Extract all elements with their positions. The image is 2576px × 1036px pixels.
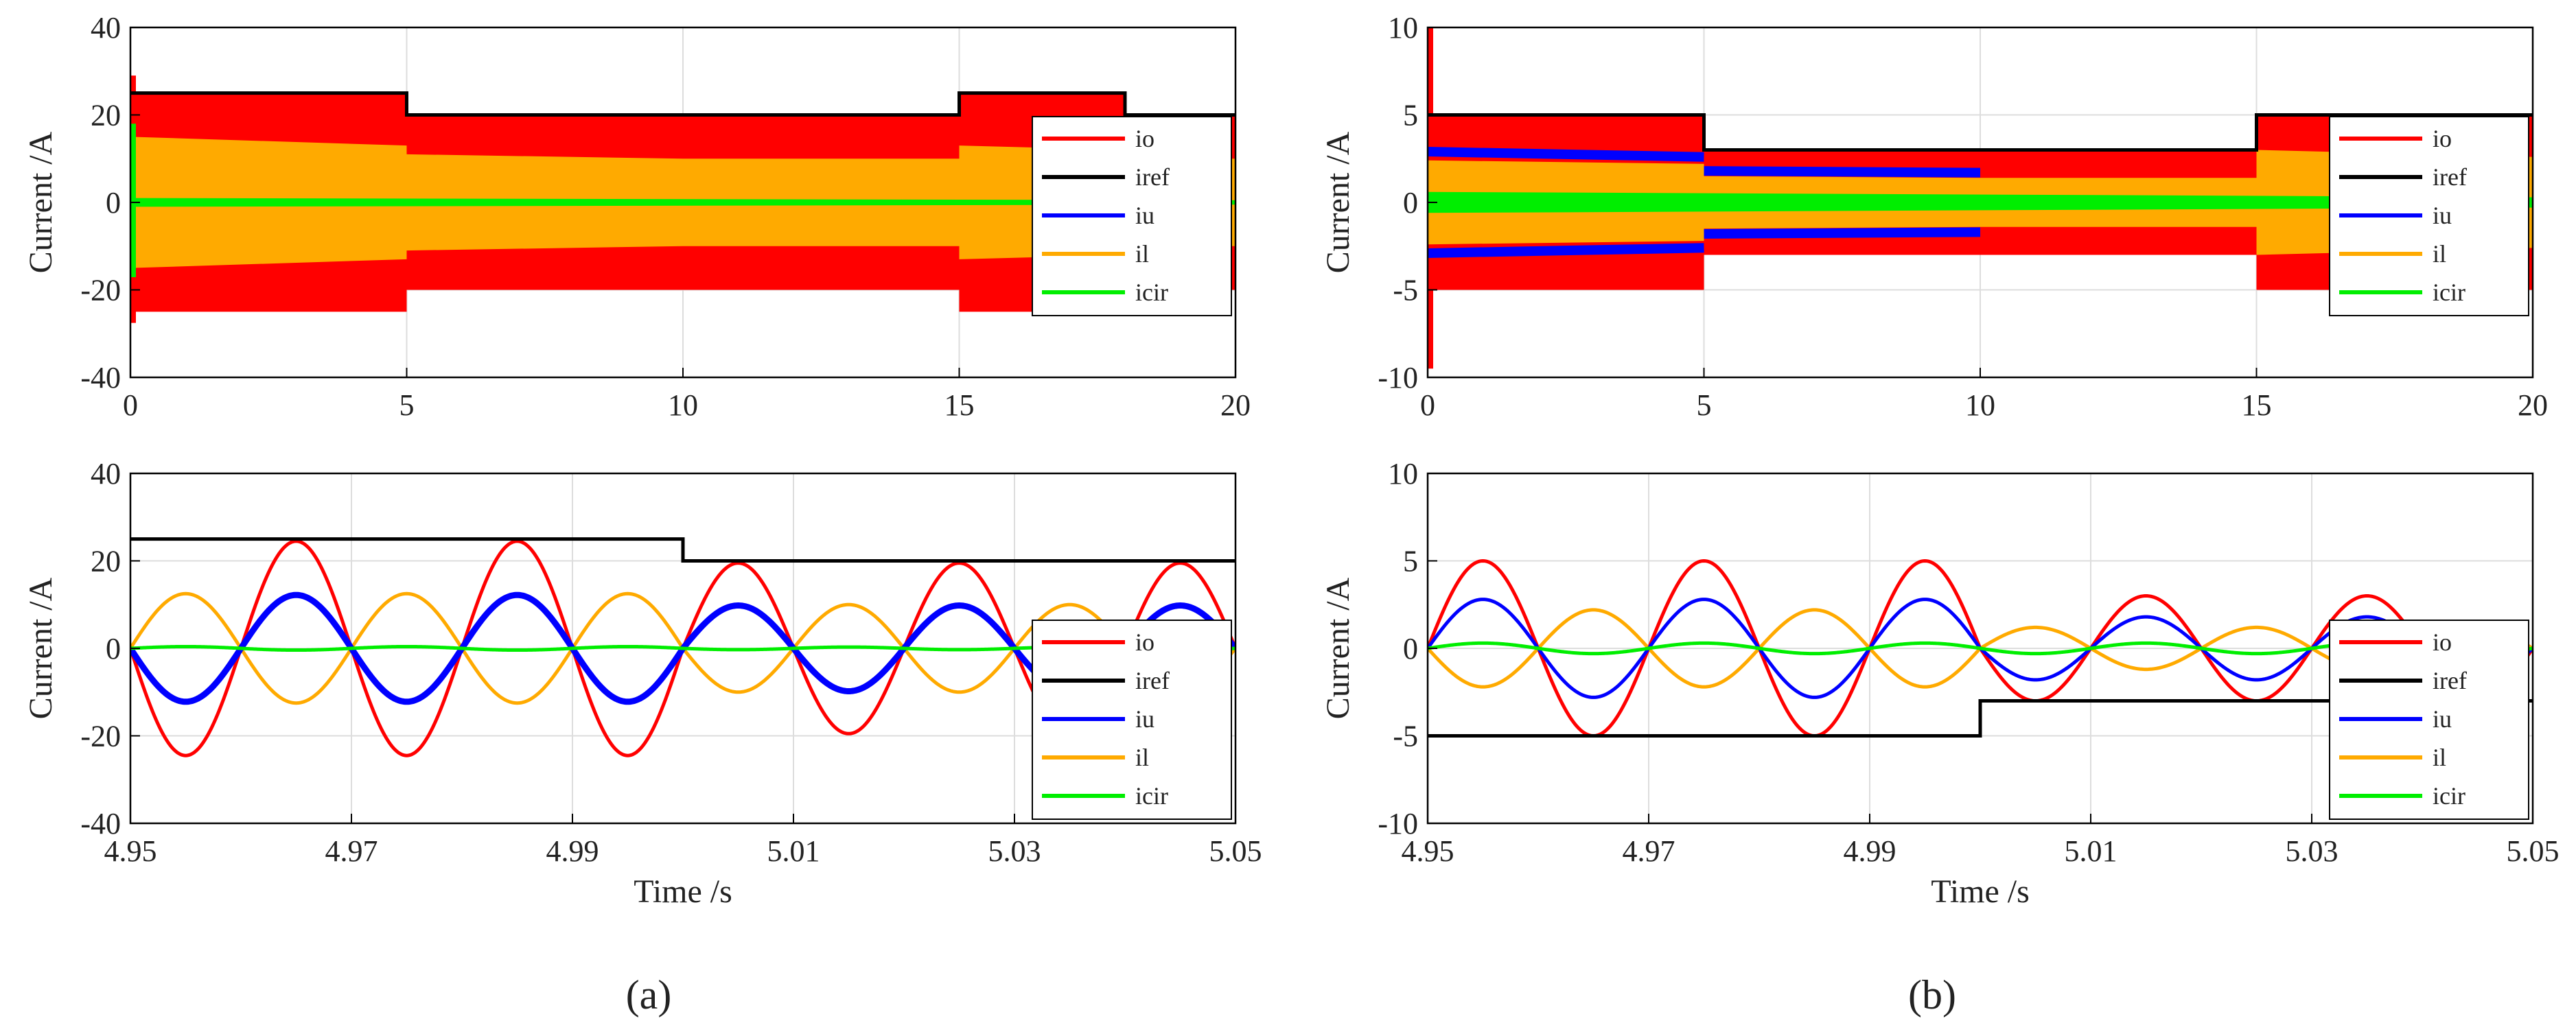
a-bottom-xtick-label: 4.97	[325, 834, 378, 868]
b-top-legend-label-icir: icir	[2433, 279, 2465, 306]
a-bottom-xtick-label: 4.99	[546, 834, 599, 868]
a-top-legend-label-iref: iref	[1135, 163, 1170, 191]
a-top-xtick-label: 5	[399, 388, 415, 422]
a-bottom-legend-label-iu: iu	[1135, 705, 1154, 733]
panel-b-bottom-chart: 4.95 4.97 4.99 5.01 5.03 5.05 -10 -5 0 5 10 Current…	[1320, 457, 2560, 910]
b-bottom-legend-label-il: il	[2433, 744, 2446, 771]
b-top-xtick-label: 20	[2518, 388, 2548, 422]
b-top-legend-label-iu: iu	[2433, 202, 2452, 229]
a-bottom-ylabel: Current /A	[23, 577, 59, 719]
a-top-legend: io iref iu il icir	[1032, 116, 1232, 316]
a-bottom-ytick-label: 0	[106, 632, 121, 666]
b-bottom-series-iref	[1428, 699, 2533, 738]
b-bottom-legend-label-icir: icir	[2433, 782, 2465, 810]
b-top-series-iu-edge-1-lower	[1704, 227, 1981, 239]
b-bottom-ylabel: Current /A	[1320, 577, 1356, 719]
a-bottom-legend-label-il: il	[1135, 744, 1149, 771]
a-bottom-legend-label-icir: icir	[1135, 782, 1168, 810]
caption-a: (a)	[626, 972, 672, 1017]
a-top-xtick-label: 20	[1220, 388, 1251, 422]
a-bottom-ytick-label: 40	[91, 457, 121, 491]
a-top-series-iref	[130, 91, 1235, 117]
b-top-ytick-label: 10	[1388, 11, 1418, 45]
a-top-xtick-label: 10	[668, 388, 698, 422]
a-bottom-ytick-label: -40	[80, 807, 121, 840]
b-bottom-legend-label-iu: iu	[2433, 705, 2452, 733]
a-top-legend-label-io: io	[1135, 125, 1154, 152]
b-top-xtick-label: 5	[1697, 388, 1712, 422]
b-top-ytick-label: -10	[1378, 361, 1418, 395]
b-bottom-xtick-label: 4.95	[1402, 834, 1454, 868]
b-bottom-xtick-label: 5.03	[2286, 834, 2339, 868]
a-bottom-ytick-label: -20	[80, 720, 121, 753]
b-top-legend: io iref iu il icir	[2329, 116, 2529, 316]
panel-b-top-chart: 0 5 10 15 20 -10 -5 0 5 10 Current /A io iref iu il ici…	[1320, 11, 2548, 422]
b-top-ytick-label: 5	[1403, 99, 1418, 132]
b-top-ytick-label: -5	[1393, 274, 1418, 307]
b-top-legend-label-iref: iref	[2433, 163, 2467, 191]
a-bottom-ytick-label: 20	[91, 545, 121, 578]
b-top-series-iu-edge-0-lower	[1428, 243, 1704, 258]
a-bottom-xtick-label: 5.03	[988, 834, 1041, 868]
b-top-xtick-label: 10	[1965, 388, 1995, 422]
a-top-legend-label-il: il	[1135, 240, 1149, 268]
b-bottom-xtick-label: 4.99	[1844, 834, 1896, 868]
a-bottom-legend: io iref iu il icir	[1032, 620, 1232, 820]
b-bottom-ytick-label: 10	[1388, 457, 1418, 491]
b-bottom-legend-label-iref: iref	[2433, 667, 2467, 694]
b-top-series-iu-edge-0-upper	[1428, 147, 1704, 162]
panel-a-bottom-chart: 4.95 4.97 4.99 5.01 5.03 5.05 -40 -20 0 20 40 Curre…	[23, 457, 1262, 910]
b-top-xtick-label: 0	[1420, 388, 1435, 422]
a-top-ytick-label: 40	[91, 11, 121, 45]
b-top-xtick-label: 15	[2242, 388, 2272, 422]
a-bottom-xtick-label: 5.01	[767, 834, 820, 868]
a-top-plot-area	[130, 75, 1235, 323]
a-bottom-xtick-label: 5.05	[1209, 834, 1262, 868]
b-top-plot-area	[1428, 27, 2533, 369]
b-top-legend-label-il: il	[2433, 240, 2446, 268]
a-top-legend-label-iu: iu	[1135, 202, 1154, 229]
b-bottom-xtick-label: 4.97	[1623, 834, 1675, 868]
b-bottom-ytick-label: 5	[1403, 545, 1418, 578]
b-bottom-xtick-label: 5.05	[2507, 834, 2560, 868]
a-top-xtick-label: 15	[944, 388, 975, 422]
a-bottom-xtick-label: 4.95	[104, 834, 157, 868]
b-bottom-ytick-label: -5	[1393, 720, 1418, 753]
b-top-ytick-label: 0	[1403, 186, 1418, 220]
a-top-series-icir	[130, 198, 1235, 207]
a-top-ytick-label: 0	[106, 186, 121, 220]
a-top-ylabel: Current /A	[23, 131, 59, 273]
a-bottom-xlabel: Time /s	[634, 873, 732, 910]
a-top-ytick-label: -40	[80, 361, 121, 395]
b-top-series-icir	[1428, 191, 2533, 213]
b-top-series-iref	[1428, 113, 2533, 152]
b-top-ylabel: Current /A	[1320, 131, 1356, 273]
a-bottom-legend-label-iref: iref	[1135, 667, 1170, 694]
caption-b: (b)	[1908, 972, 1956, 1017]
b-bottom-xtick-label: 5.01	[2065, 834, 2117, 868]
b-bottom-xlabel: Time /s	[1931, 873, 2030, 910]
a-bottom-legend-label-io: io	[1135, 628, 1154, 656]
b-bottom-legend: io iref iu il icir	[2329, 620, 2529, 820]
a-top-xtick-label: 0	[123, 388, 138, 422]
b-top-legend-label-io: io	[2433, 125, 2452, 152]
a-bottom-series-iref	[130, 537, 1235, 563]
a-top-ytick-label: 20	[91, 99, 121, 132]
a-top-ytick-label: -20	[80, 274, 121, 307]
b-bottom-ytick-label: 0	[1403, 632, 1418, 666]
b-bottom-ytick-label: -10	[1378, 807, 1418, 840]
a-top-legend-label-icir: icir	[1135, 279, 1168, 306]
b-bottom-legend-label-io: io	[2433, 628, 2452, 656]
b-top-series-iu-edge-1-upper	[1704, 166, 1981, 178]
